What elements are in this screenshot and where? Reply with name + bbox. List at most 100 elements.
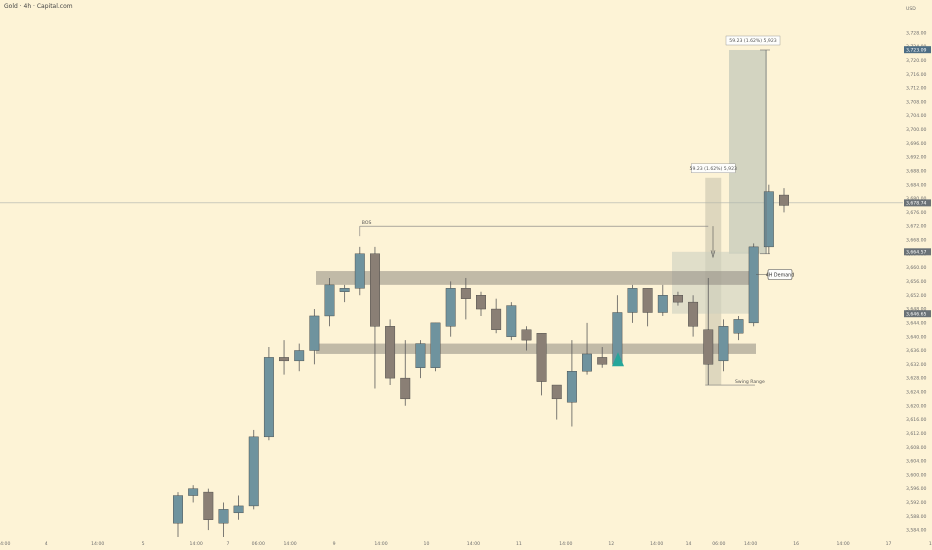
candle-down — [703, 329, 714, 365]
price-tick-label: 3,712.00 — [906, 86, 927, 92]
price-tick-label: 3,628.00 — [906, 376, 927, 382]
time-tick-label: 5 — [142, 541, 145, 547]
candle-down — [400, 377, 411, 400]
zone-low-price-tag — [904, 310, 931, 318]
time-tick-label: 14:00 — [836, 541, 849, 547]
price-tick-label: 3,700.00 — [906, 127, 927, 133]
current-price-label: 3,678.74 — [906, 200, 927, 206]
price-tick-label: 3,696.00 — [906, 141, 927, 147]
candle-down — [476, 295, 486, 310]
candle-down — [551, 384, 562, 400]
time-axis: 14:00 4 14:00 5 14:00 7 06:00 14:00 9 14:00 10 14:0… — [0, 541, 932, 547]
currency-label: USD — [906, 6, 916, 12]
price-tick-label: 3,596.00 — [906, 486, 927, 492]
candle-down — [385, 326, 396, 379]
candle-up — [218, 509, 229, 524]
measure-label-2: 59.23 (1.62%) 5,923 — [729, 38, 776, 44]
time-tick-label: 7 — [227, 541, 230, 547]
candle-up — [233, 505, 244, 514]
time-tick-label: 17 — [886, 541, 892, 547]
candle-down — [536, 333, 547, 382]
price-tick-label: 3,660.00 — [906, 265, 927, 271]
price-tick-label: 3,708.00 — [906, 99, 927, 105]
price-tick-label: 3,592.00 — [906, 500, 927, 506]
demand-label-box — [767, 269, 793, 280]
candle-down — [203, 491, 214, 520]
candle-down — [279, 357, 289, 362]
price-tick-label: 3,588.00 — [906, 514, 927, 520]
arrow-down-head — [710, 250, 716, 259]
price-tick-label: 3,600.00 — [906, 472, 927, 478]
candle-up — [248, 436, 259, 507]
time-tick-label: 06:00 — [712, 541, 725, 547]
candle-up — [763, 191, 774, 248]
candle-up — [748, 246, 759, 324]
price-tick-label: 3,644.00 — [906, 320, 927, 326]
price-tick-label: 3,584.00 — [906, 528, 927, 534]
candle-up — [627, 288, 638, 313]
candle-down — [370, 253, 380, 327]
chart-title: Gold · 4h · Capital.com — [4, 3, 73, 10]
candle-down — [642, 288, 653, 313]
price-tick-label: 3,652.00 — [906, 293, 927, 299]
time-tick-label: 14:00 — [283, 541, 296, 547]
time-tick-label: 9 — [333, 541, 336, 547]
time-tick-label: 12 — [608, 541, 614, 547]
price-tick-label: 3,620.00 — [906, 403, 927, 409]
measure-label-2-box — [725, 35, 781, 46]
swing-range-label: Swing Range — [735, 379, 765, 385]
candle-up — [415, 343, 426, 368]
time-tick-label: 14:00 — [374, 541, 387, 547]
zones-layer — [0, 49, 903, 386]
target-price-label: 3,723.09 — [906, 47, 927, 53]
support-band — [316, 343, 756, 354]
price-tick-label: 3,692.00 — [906, 155, 927, 161]
candle-up — [445, 288, 456, 327]
time-tick-label: 11 — [516, 541, 522, 547]
candle-down — [779, 194, 789, 206]
candle-up — [354, 253, 365, 289]
price-tick-label: 3,676.00 — [906, 210, 927, 216]
time-tick-label: 14:00 — [744, 541, 757, 547]
time-tick-label: 14:00 — [0, 541, 10, 547]
candle-up — [718, 326, 729, 362]
candle-up — [506, 305, 517, 337]
demand-label: 4H Demand — [766, 272, 795, 278]
candle-down — [673, 295, 683, 303]
zone-top-price-label: 3,664.57 — [906, 249, 927, 255]
price-tick-label: 3,704.00 — [906, 113, 927, 119]
price-tick-label: 3,616.00 — [906, 417, 927, 423]
resistance-band — [316, 271, 756, 285]
candle-up — [263, 357, 274, 438]
price-tick-label: 3,612.00 — [906, 431, 927, 437]
time-tick-label: 14:00 — [559, 541, 572, 547]
price-tick-label: 3,656.00 — [906, 279, 927, 285]
price-tick-label: 3,668.00 — [906, 238, 927, 244]
time-tick-label: 14:00 — [650, 541, 663, 547]
candle-down — [597, 357, 608, 365]
candle-up — [173, 495, 183, 524]
candle-up — [657, 295, 668, 313]
price-tick-label: 3,672.00 — [906, 224, 927, 230]
candle-down — [460, 288, 471, 299]
candle-up — [733, 319, 744, 334]
candle-up — [309, 315, 320, 351]
price-tick-label: 3,608.00 — [906, 445, 927, 451]
measure-column-2 — [729, 49, 767, 254]
candle-down — [688, 301, 699, 327]
buy-signal-triangle-icon — [612, 352, 624, 367]
price-tick-label: 3,632.00 — [906, 362, 927, 368]
measure-label-1-box — [691, 163, 736, 173]
candle-down — [521, 329, 532, 341]
price-tick-label: 3,604.00 — [906, 459, 927, 465]
zone-top-price-tag — [904, 248, 931, 256]
price-tick-label: 3,648.00 — [906, 307, 927, 313]
time-tick-label: 4 — [45, 541, 48, 547]
time-tick-label: 14 — [686, 541, 692, 547]
price-tick-label: 3,720.00 — [906, 58, 927, 64]
price-tick-label: 3,640.00 — [906, 334, 927, 340]
time-tick-label: 14:00 — [91, 541, 104, 547]
price-tick-label: 3,636.00 — [906, 348, 927, 354]
time-tick-label: 06:00 — [252, 541, 265, 547]
